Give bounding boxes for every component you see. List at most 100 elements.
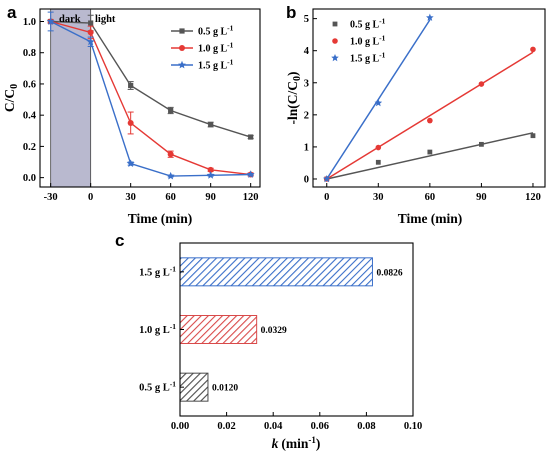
chart-b-data-point [530, 133, 536, 139]
chart-b-x-tick-label: 30 [373, 192, 384, 203]
chart-c-x-tick-label: 0.00 [171, 421, 189, 432]
chart-a-x-tick-label: 90 [205, 192, 216, 203]
chart-a-y-tick-label: 0.4 [23, 111, 37, 122]
chart-c-category-label: 1.5 g L-1 [139, 264, 176, 278]
chart-a-data-point [128, 82, 134, 89]
dark-region-shade [50, 9, 91, 187]
chart-b-y-tick-label: 3 [304, 78, 309, 89]
chart-a-data-point [248, 134, 254, 140]
chart-c-bar [179, 372, 209, 402]
chart-b-y-tick-label: 1 [304, 142, 309, 153]
chart-b-y-axis-label: -ln(C/C0) [285, 72, 303, 125]
chart-b-legend-marker [332, 38, 338, 44]
chart-a-legend-label: 1.5 g L-1 [198, 58, 234, 72]
chart-b-legend-label: 0.5 g L-1 [350, 17, 386, 31]
panel-letter-a: a [7, 3, 17, 22]
chart-b-y-tick-label: 2 [304, 110, 309, 121]
chart-b-data-point [479, 141, 484, 147]
panel-letter-c: c [115, 231, 124, 250]
chart-c: 0.00 0.02 0.04 0.06 0.08 0.10 0.0120 0.5 g L-1 0… [139, 242, 422, 451]
chart-a-series-line [50, 20, 251, 138]
chart-b: 0 30 60 90 120 0 1 2 3 4 5 0.5 g L-1 1.0 g L-1 1.5 g… [285, 8, 546, 226]
chart-c-bar-value-label: 0.0329 [261, 326, 287, 336]
chart-a-annotation-dark: dark [59, 14, 81, 25]
chart-b-x-axis-label: Time (min) [398, 211, 463, 226]
chart-a-data-point [168, 107, 174, 114]
chart-a: -30 0 30 60 90 120 0.0 0.2 0.4 0.6 0.8 1.0 dark lig… [2, 8, 261, 226]
chart-b-legend-marker [332, 21, 338, 27]
chart-b-data-point [426, 13, 434, 21]
chart-a-data-point [46, 17, 55, 25]
chart-a-y-axis-label: C/C0 [2, 84, 20, 112]
chart-b-data-point [427, 149, 433, 155]
chart-b-x-tick-label: 60 [425, 192, 436, 203]
chart-c-x-axis-label: k (min-1) [272, 435, 321, 451]
chart-a-x-tick-label: 30 [125, 192, 136, 203]
chart-c-category-label: 1.0 g L-1 [139, 322, 176, 336]
chart-a-y-tick-label: 0.2 [23, 142, 36, 153]
chart-c-bar-value-label: 0.0826 [376, 268, 402, 278]
chart-a-data-point [87, 29, 94, 36]
chart-a-data-point [127, 119, 134, 126]
chart-a-x-tick-label: -30 [44, 192, 58, 203]
chart-a-series-2 [46, 11, 255, 180]
chart-c-x-tick-label: 0.04 [264, 421, 283, 432]
chart-a-y-tick-label: 1.0 [23, 17, 36, 28]
chart-a-x-tick-label: 120 [243, 192, 259, 203]
chart-a-y-tick-label: 0.0 [23, 173, 36, 184]
chart-b-y-tick-label: 4 [304, 46, 310, 57]
chart-a-data-point [166, 171, 175, 180]
chart-a-data-point [208, 121, 214, 128]
chart-b-data-point [530, 46, 536, 53]
chart-a-legend-marker [179, 28, 185, 34]
chart-b-legend-marker [331, 54, 339, 62]
chart-b-data-point [427, 117, 433, 124]
chart-a-legend-marker [178, 60, 186, 69]
chart-b-data-point [375, 144, 382, 151]
chart-b-plot-frame [312, 8, 546, 188]
chart-a-data-point [206, 171, 215, 179]
chart-c-bar-value-label: 0.0120 [212, 384, 238, 394]
chart-a-plot-frame [39, 8, 261, 188]
chart-b-series-0 [324, 132, 536, 182]
chart-a-x-axis-label: Time (min) [128, 211, 193, 226]
chart-a-legend-label: 1.0 g L-1 [198, 41, 234, 55]
chart-b-y-tick-label: 0 [304, 174, 309, 185]
chart-b-data-point [322, 174, 331, 183]
chart-a-data-point [86, 37, 95, 46]
chart-b-fit-line [326, 51, 534, 180]
chart-a-series-line [50, 20, 251, 177]
chart-b-legend-label: 1.5 g L-1 [350, 51, 386, 65]
chart-b-data-point [478, 81, 485, 87]
chart-a-data-point [246, 170, 255, 178]
chart-b-y-tick-label: 5 [304, 14, 309, 25]
chart-a-data-point [167, 151, 174, 158]
chart-c-x-tick-label: 0.06 [311, 421, 329, 432]
chart-a-annotation-light: light [95, 14, 116, 25]
chart-c-bar [179, 315, 258, 344]
chart-a-y-tick-label: 0.8 [23, 48, 36, 59]
chart-b-fit-line [326, 132, 534, 180]
chart-b-series-2 [322, 13, 434, 183]
chart-a-data-point [126, 159, 135, 167]
chart-a-data-point [88, 20, 94, 26]
chart-a-x-tick-label: 60 [165, 192, 176, 203]
chart-b-x-tick-label: 120 [525, 192, 541, 203]
chart-b-series-1 [323, 46, 536, 182]
chart-c-category-label: 0.5 g L-1 [139, 380, 176, 394]
chart-a-y-tick-label: 0.6 [23, 79, 36, 90]
chart-b-data-point [375, 159, 381, 165]
chart-c-x-tick-label: 0.02 [217, 421, 235, 432]
chart-b-legend-label: 1.0 g L-1 [350, 34, 386, 48]
chart-c-x-tick-label: 0.08 [357, 421, 375, 432]
panel-letter-b: b [286, 3, 296, 22]
chart-a-legend-marker [179, 45, 185, 51]
chart-a-data-point [207, 166, 214, 173]
chart-c-x-tick-label: 0.10 [404, 421, 422, 432]
chart-a-x-tick-label: 0 [88, 192, 93, 203]
chart-b-x-tick-label: 0 [324, 192, 329, 203]
chart-a-legend-label: 0.5 g L-1 [198, 24, 234, 38]
chart-a-series-line [50, 20, 251, 176]
chart-b-data-point [374, 98, 383, 107]
